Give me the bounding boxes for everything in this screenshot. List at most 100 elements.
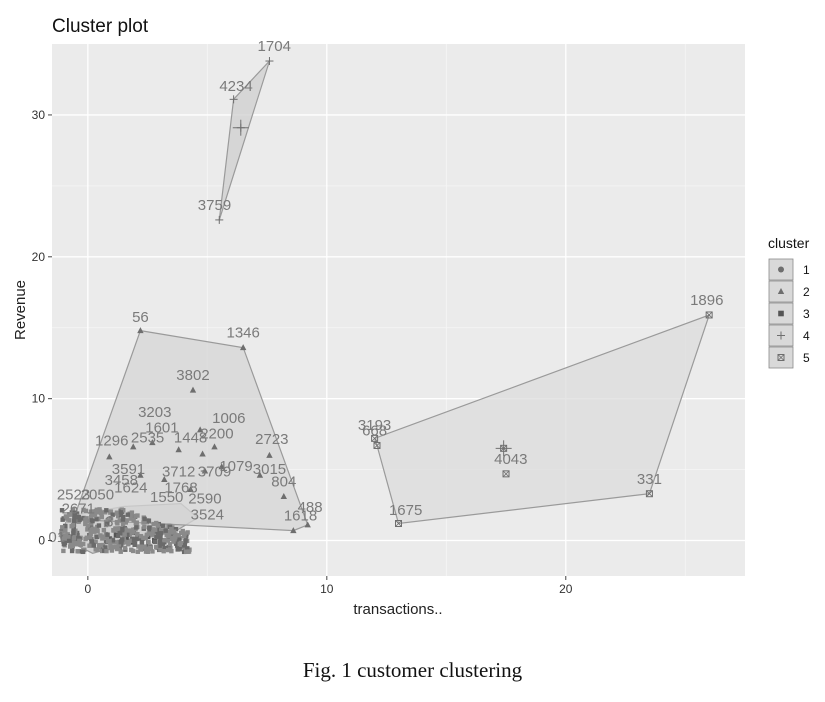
point-label: 3458: [105, 472, 138, 489]
dense-point: [90, 518, 95, 524]
cluster-2-point: [280, 493, 287, 500]
dense-point: [100, 536, 105, 541]
dense-point: [72, 510, 77, 515]
point-label: 2723: [255, 431, 288, 448]
dense-point: [62, 523, 68, 529]
cluster-points: [59, 57, 713, 555]
dense-point: [94, 534, 100, 540]
dense-point: [59, 530, 64, 535]
dense-point: [182, 531, 187, 536]
dense-point: [177, 541, 182, 547]
point-label: 1006: [212, 410, 245, 427]
cluster-5-point: [395, 520, 402, 528]
dense-point: [183, 537, 188, 542]
dense-point: [89, 528, 94, 533]
dense-point: [139, 540, 145, 545]
dense-point: [166, 544, 171, 550]
point-label: 331: [637, 471, 662, 488]
dense-point: [95, 547, 100, 553]
cluster-2-point: [161, 476, 168, 483]
dense-point: [88, 531, 93, 536]
dense-point: [104, 534, 110, 540]
dense-point: [181, 533, 187, 539]
cluster-center-marker: [495, 440, 512, 457]
dense-point: [76, 514, 81, 520]
dense-point: [102, 535, 107, 540]
dense-point: [120, 526, 125, 532]
point-label: 1618: [284, 508, 317, 525]
x-tick-label: 10: [320, 582, 334, 596]
dense-point: [66, 538, 72, 544]
cluster-5-hull: [373, 314, 711, 525]
dense-point: [108, 545, 113, 551]
dense-point: [177, 547, 182, 552]
x-axis-title: transactions..: [353, 601, 442, 618]
legend-item-1: 1: [768, 258, 810, 281]
dense-point: [176, 537, 182, 542]
dense-point: [150, 532, 155, 537]
legend-item-2: 2: [768, 280, 810, 303]
dense-point: [182, 545, 188, 551]
dense-point: [151, 528, 156, 533]
cluster-1-point: [778, 266, 784, 273]
cluster-center-marker: [232, 119, 249, 136]
dense-point: [114, 519, 120, 525]
dense-point: [129, 530, 135, 535]
point-label: 1624: [114, 479, 147, 496]
dense-point: [165, 547, 171, 553]
dense-point: [178, 530, 184, 536]
dense-point: [165, 538, 171, 543]
dense-point: [104, 548, 109, 554]
dense-point: [123, 527, 128, 532]
point-label: 3193: [358, 417, 391, 434]
dense-point: [94, 507, 100, 513]
dense-point: [157, 539, 163, 544]
dense-point: [120, 521, 126, 527]
cluster-2-point: [189, 386, 197, 393]
dense-point: [154, 520, 159, 526]
point-label: 488: [298, 499, 323, 516]
y-axis-ticks: 0 10 20 30: [32, 108, 52, 548]
dense-point: [89, 539, 95, 544]
point-label: 3: [105, 513, 113, 530]
point-label: 2671: [62, 501, 95, 518]
x-tick-label: 20: [559, 582, 573, 596]
dense-point: [169, 526, 174, 532]
point-label: 1896: [690, 292, 723, 309]
dense-point: [77, 538, 82, 544]
dense-point: [141, 535, 146, 540]
point-label: 2590: [188, 491, 221, 508]
dense-point: [181, 543, 187, 548]
dense-point: [152, 539, 158, 545]
cluster-2-point: [218, 463, 225, 470]
point-label: 1346: [226, 325, 259, 342]
dense-point: [96, 523, 102, 528]
cluster-2-point: [304, 521, 311, 528]
cluster-2-point: [137, 471, 144, 478]
dense-point: [110, 538, 116, 543]
dense-point: [72, 516, 77, 521]
dense-point: [133, 520, 139, 526]
point-label: 3802: [176, 367, 209, 384]
dense-point: [118, 510, 124, 515]
dense-point: [132, 542, 137, 548]
dense-point: [103, 545, 108, 550]
dense-point: [133, 513, 138, 519]
dense-point: [185, 546, 190, 551]
dense-point: [142, 524, 147, 530]
dense-point: [104, 508, 109, 513]
dense-point: [179, 544, 184, 550]
dense-point: [67, 544, 73, 549]
dense-point: [169, 536, 175, 542]
cluster-5-point: [502, 470, 510, 478]
dense-point: [67, 518, 72, 523]
dense-point: [155, 523, 161, 528]
dense-point: [158, 528, 164, 533]
dense-point: [120, 518, 126, 524]
dense-point: [71, 528, 76, 534]
dense-point: [97, 507, 102, 512]
dense-point: [142, 516, 147, 522]
cluster-2-point: [777, 288, 785, 294]
dense-points-origin: [59, 507, 192, 555]
